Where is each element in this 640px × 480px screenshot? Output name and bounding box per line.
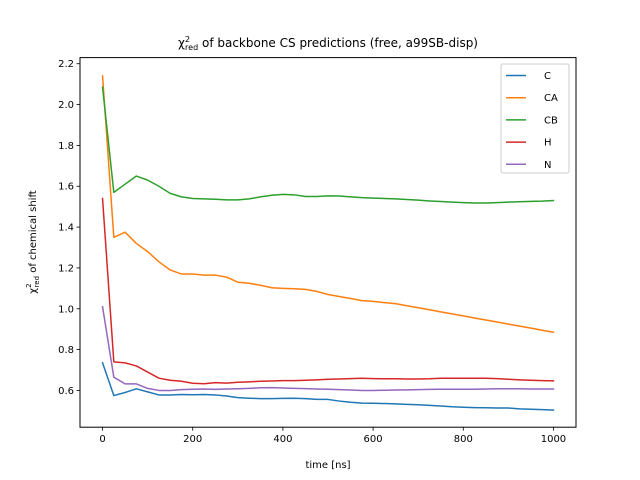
series-line-ca [101,75,555,334]
x-tick-label: 1000 [541,434,566,445]
y-tick-label: 1.0 [58,304,74,315]
y-tick-label: 2.0 [58,100,74,111]
x-axis-ticks: 0 200 400 600 800 1000 [99,427,566,445]
y-tick-label: 0.6 [58,386,74,397]
chart-title: χ2 red of backbone CS predictions (free, … [178,35,478,52]
legend-box [500,63,570,174]
y-tick-label: 2.2 [58,59,74,70]
plot-area [79,57,577,428]
y-tick-label: 0.8 [58,345,74,356]
x-tick-label: 200 [183,434,202,445]
y-tick-label: 1.2 [58,263,74,274]
legend-label-h: H [544,138,552,149]
x-tick-label: 0 [99,434,105,445]
legend-items: C CA CB HN [506,71,558,171]
axes-frame [79,57,577,428]
x-tick-label: 400 [273,434,292,445]
y-tick-label: 1.4 [58,223,74,234]
x-tick-label: 600 [364,434,383,445]
y-tick-label: 1.8 [58,141,74,152]
x-axis-label: time [ns] [305,460,350,471]
legend-label-n: N [544,160,551,171]
legend-label-c: C [544,71,551,82]
y-axis-label: χ2red of chemical shift [25,190,41,293]
series-layer [101,75,555,411]
series-line-h [101,197,555,385]
x-tick-label: 800 [454,434,473,445]
y-tick-label: 1.6 [58,182,74,193]
y-axis-ticks: 0.6 0.8 1.0 1.2 1.4 1.6 1.8 2.0 2.2 [58,59,80,397]
legend: C CA CB HN [500,63,570,174]
series-line-cb [101,86,555,204]
legend-label-cb: CB [544,115,558,126]
legend-label-ca: CA [544,93,558,104]
series-line-n [101,305,555,392]
series-line-c [101,361,555,411]
